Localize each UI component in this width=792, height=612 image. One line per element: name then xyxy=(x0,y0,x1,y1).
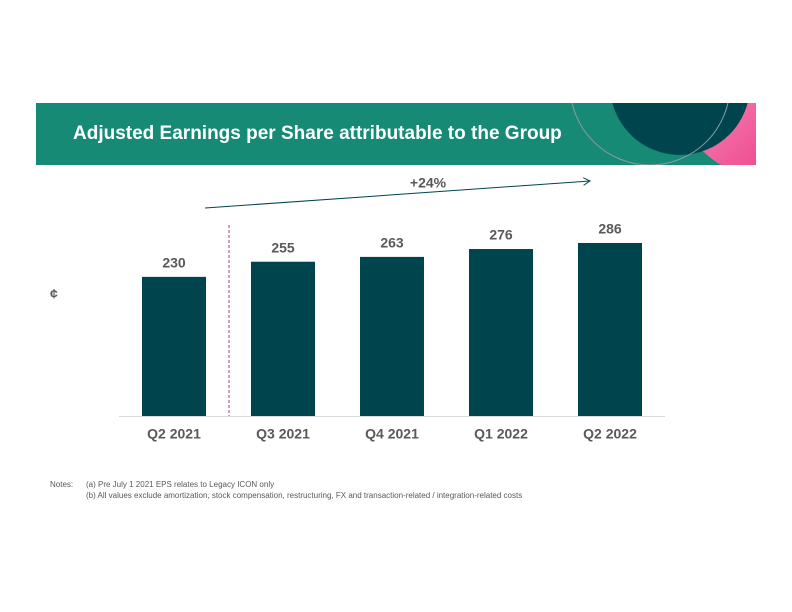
value-label: 230 xyxy=(162,255,186,271)
note: (a) Pre July 1 2021 EPS relates to Legac… xyxy=(86,480,274,489)
value-label: 263 xyxy=(380,235,404,251)
x-tick-label: Q2 2021 xyxy=(147,426,201,442)
bar xyxy=(578,242,642,416)
banner-decoration xyxy=(571,103,756,165)
bar xyxy=(360,256,424,416)
bar xyxy=(251,261,315,416)
value-label: 255 xyxy=(271,239,295,255)
value-label: 276 xyxy=(489,227,513,243)
note: (b) All values exclude amortization, sto… xyxy=(86,491,522,500)
chart-title: Adjusted Earnings per Share attributable… xyxy=(73,123,562,144)
x-tick-label: Q2 2022 xyxy=(583,426,637,442)
bar xyxy=(469,249,533,416)
y-axis-label: ¢ xyxy=(50,286,58,302)
notes-label: Notes: xyxy=(50,480,73,489)
annotation: +24% xyxy=(410,175,447,191)
x-tick-label: Q1 2022 xyxy=(474,426,528,442)
bar xyxy=(142,276,206,416)
x-tick-label: Q4 2021 xyxy=(365,426,419,442)
value-label: 286 xyxy=(598,221,622,237)
growth-arrow xyxy=(204,181,590,209)
x-tick-label: Q3 2021 xyxy=(256,426,310,442)
